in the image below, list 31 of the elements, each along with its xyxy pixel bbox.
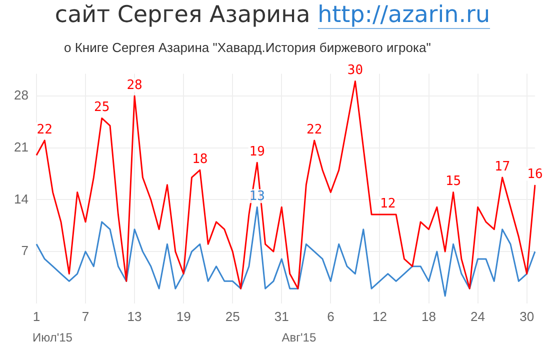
x-tick-label: 7 <box>82 308 90 324</box>
data-label: 22 <box>36 122 52 138</box>
data-label: 28 <box>126 78 142 93</box>
x-tick-label: 30 <box>520 308 534 324</box>
data-label: 18 <box>192 152 208 167</box>
data-label: 12 <box>380 196 396 212</box>
x-tick-label: 1 <box>32 308 40 324</box>
text: Авг'15 <box>282 330 316 344</box>
data-label: 19 <box>249 144 265 160</box>
chart-title: сайт Сергея Азарина http://azarin.ru <box>54 2 492 29</box>
text: Июл'15 <box>32 330 73 344</box>
x-tick-label: 31 <box>274 308 289 324</box>
chart-subtitle: о Книге Сергея Азарина "Хавард.История биржевого игрока" <box>64 40 431 55</box>
data-label: 16 <box>527 166 543 182</box>
data-label: 13 <box>249 188 265 204</box>
y-tick-label: 21 <box>14 139 28 154</box>
y-tick-label: 28 <box>14 88 28 103</box>
x-tick-label: 6 <box>327 308 334 324</box>
data-label: 17 <box>494 159 510 174</box>
x-tick-label: 13 <box>127 308 142 324</box>
data-label: 30 <box>347 63 364 78</box>
data-label: 15 <box>445 174 462 190</box>
data-label: 25 <box>94 100 110 116</box>
x-tick-label: 19 <box>176 308 191 324</box>
data-label: 22 <box>306 122 322 138</box>
x-tick-label: 24 <box>470 308 486 324</box>
y-tick-label: 7 <box>21 243 28 258</box>
x-tick-label: 25 <box>225 308 240 324</box>
x-tick-label: 18 <box>422 308 436 324</box>
x-tick-label: 12 <box>372 308 387 324</box>
y-tick-label: 14 <box>14 191 28 206</box>
